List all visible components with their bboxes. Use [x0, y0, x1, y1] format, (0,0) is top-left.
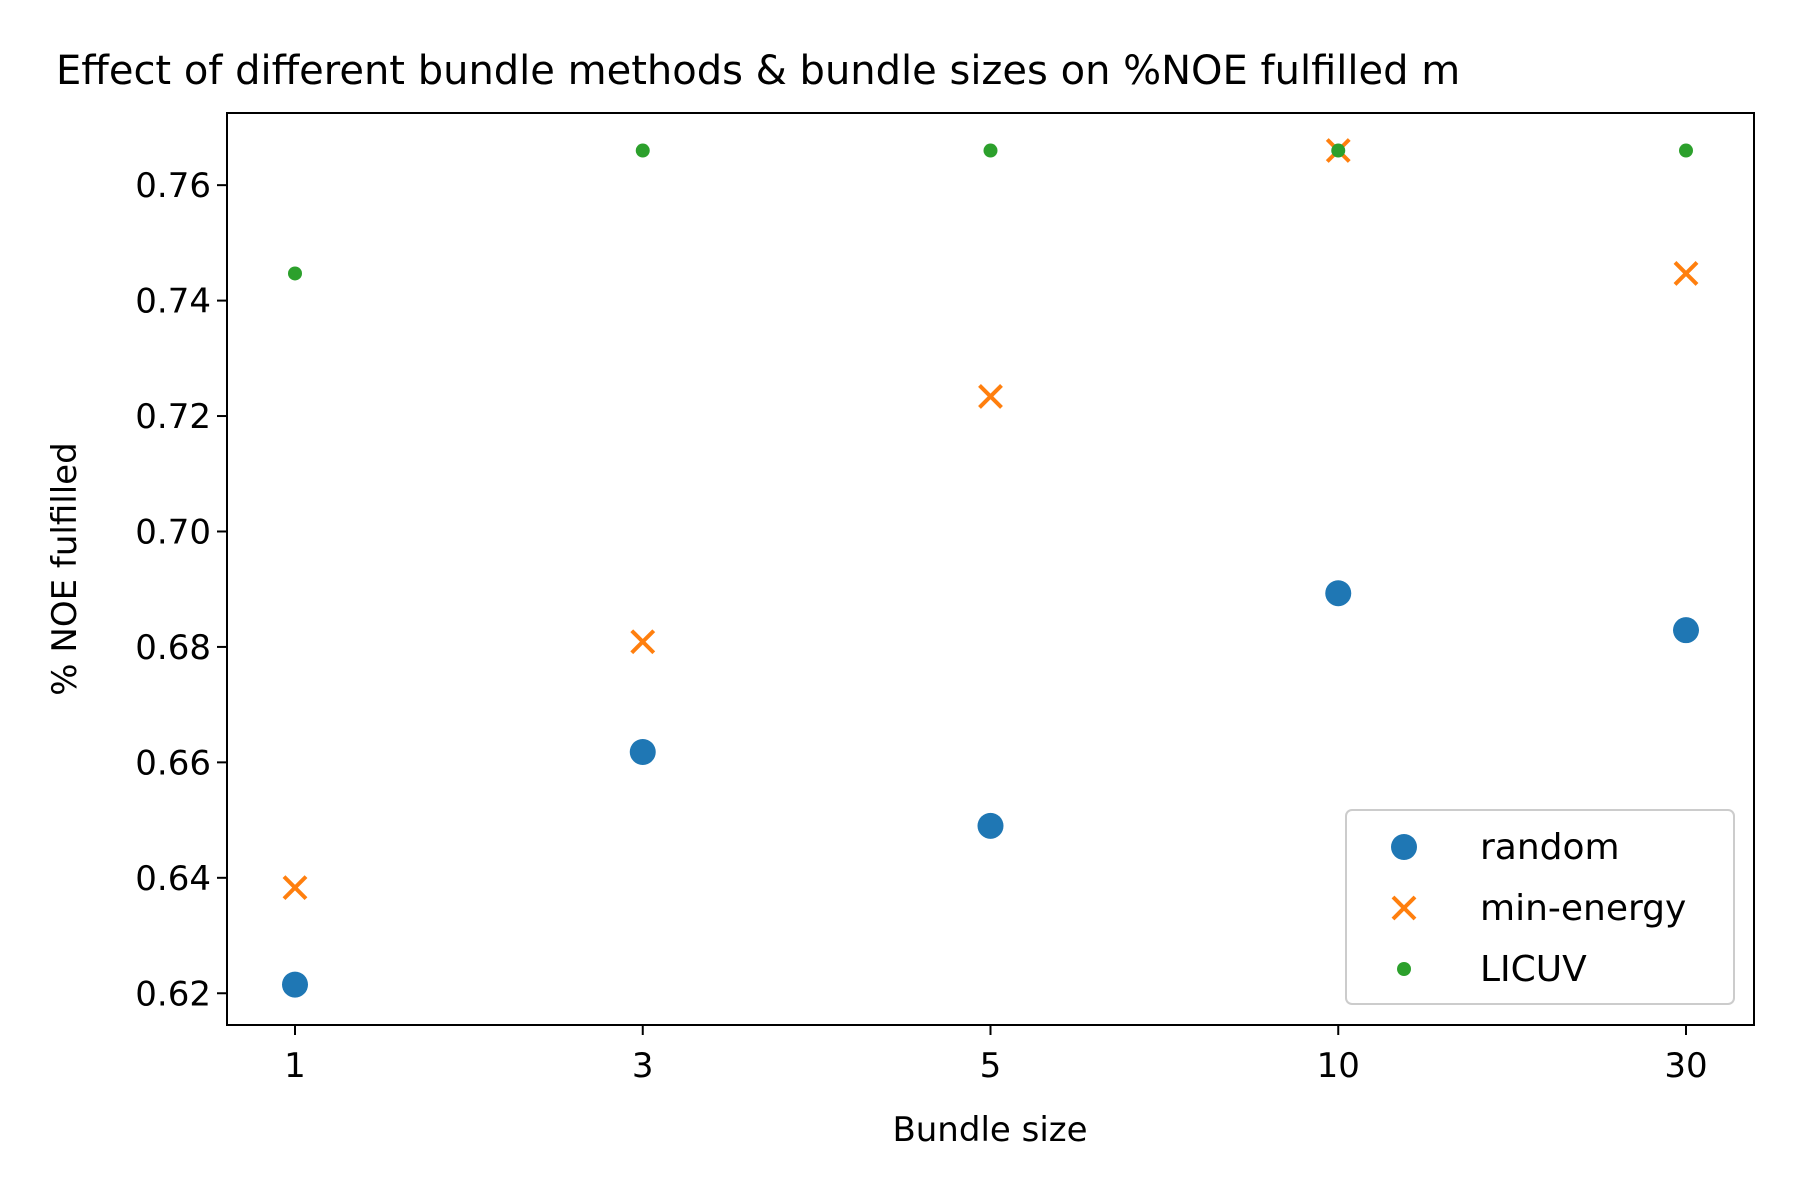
- chart-title: Effect of different bundle methods & bun…: [56, 48, 1460, 94]
- series-min-energy: [282, 138, 1699, 901]
- series-random: [282, 580, 1699, 998]
- legend-marker: [1391, 895, 1417, 921]
- x-axis-ticks: 1 3 5 10 30: [284, 1025, 1708, 1086]
- data-point: [983, 143, 998, 158]
- x-tick-label: 10: [1317, 1046, 1360, 1086]
- series-LICUV: [288, 143, 1693, 281]
- plot-area: [282, 138, 1699, 998]
- y-tick-label: 0.72: [135, 397, 211, 437]
- data-point: [978, 383, 1003, 409]
- data-point: [1331, 143, 1346, 158]
- y-tick-label: 0.66: [135, 743, 211, 783]
- y-tick-label: 0.70: [135, 512, 211, 552]
- y-tick-label: 0.64: [135, 859, 211, 899]
- data-point: [282, 875, 308, 901]
- y-tick-label: 0.76: [135, 166, 211, 206]
- data-point: [288, 266, 302, 281]
- y-tick-label: 0.68: [135, 628, 211, 668]
- data-point: [629, 738, 656, 765]
- legend-label: LICUV: [1480, 949, 1587, 990]
- x-tick-label: 1: [284, 1046, 306, 1086]
- y-axis-label: % NOE fulfilled: [45, 442, 85, 695]
- data-point: [1679, 143, 1693, 158]
- x-axis-label: Bundle size: [892, 1110, 1087, 1150]
- x-tick-label: 3: [632, 1046, 654, 1086]
- legend-label: random: [1480, 827, 1620, 868]
- data-point: [977, 812, 1004, 839]
- data-point: [282, 971, 308, 998]
- legend-marker: [1397, 962, 1411, 976]
- data-point: [1673, 261, 1699, 286]
- x-tick-label: 30: [1664, 1046, 1707, 1086]
- data-point: [630, 629, 656, 655]
- legend-label: min-energy: [1480, 888, 1686, 929]
- y-tick-label: 0.62: [135, 974, 211, 1014]
- y-tick-label: 0.74: [135, 282, 211, 322]
- x-tick-label: 5: [980, 1046, 1002, 1086]
- data-point: [635, 143, 650, 158]
- legend-frame: [1345, 809, 1735, 1005]
- data-point: [1673, 617, 1699, 644]
- y-axis-ticks: 0.62 0.64 0.66 0.68 0.70 0.72 0.74 0.76: [135, 166, 227, 1014]
- legend-marker: [1391, 834, 1417, 860]
- data-point: [1325, 580, 1352, 607]
- legend: random min-energy LICUV: [1345, 809, 1735, 1005]
